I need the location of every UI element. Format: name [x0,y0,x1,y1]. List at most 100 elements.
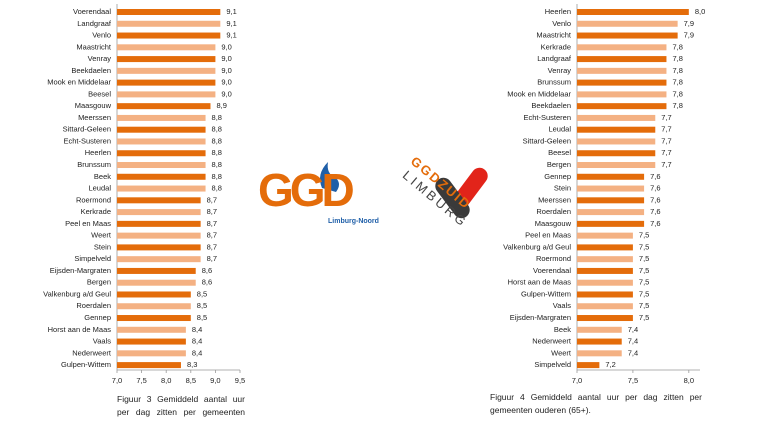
bar [117,267,196,274]
bar [577,185,645,192]
value-label: 7,5 [639,278,649,287]
value-label: 7,9 [684,19,694,28]
x-tick-label: 7,0 [572,376,582,385]
value-label: 9,0 [221,66,231,75]
value-label: 7,4 [628,325,638,334]
value-label: 7,6 [650,184,660,193]
x-tick-label: 8,5 [186,376,196,385]
value-label: 7,7 [661,160,671,169]
bar [117,326,186,333]
bar [577,91,667,98]
logo-right: GGDZUID LIMBURG [400,153,488,231]
value-label: 9,1 [226,31,236,40]
value-label: 7,7 [661,113,671,122]
bar [117,209,201,216]
value-label: 8,0 [695,7,705,16]
value-label: 8,7 [207,254,217,263]
category-label: Weert [551,348,572,357]
category-label: Maasgouw [75,101,112,110]
bar [117,56,216,63]
category-label: Mook en Middelaar [507,89,571,98]
category-label: Beek [94,172,111,181]
value-label: 8,7 [207,219,217,228]
value-label: 7,4 [628,337,638,346]
bar [117,79,216,86]
category-label: Eijsden-Margraten [510,313,571,322]
value-label: 9,0 [221,78,231,87]
bar [117,338,186,345]
logo-flame [320,162,339,192]
category-label: Beesel [548,148,571,157]
bar [117,197,201,204]
bar [577,20,678,27]
x-tick-label: 8,0 [684,376,694,385]
bar [117,232,201,239]
bar [577,279,633,286]
value-label: 8,5 [197,313,207,322]
x-tick-label: 7,5 [136,376,146,385]
value-label: 8,3 [187,360,197,369]
bar [117,185,206,192]
category-label: Eijsden-Margraten [50,266,111,275]
caption: Figuur 4 Gemiddeld aantal uur per dag zi… [490,392,702,415]
category-label: Nederweert [72,348,112,357]
value-label: 8,8 [212,172,222,181]
bar [117,362,181,369]
value-label: 9,1 [226,7,236,16]
value-label: 9,0 [221,54,231,63]
value-label: 7,6 [650,207,660,216]
bar [577,173,645,180]
value-label: 7,5 [639,301,649,310]
value-label: 7,4 [628,348,638,357]
bar [577,350,622,357]
bar [117,20,221,27]
value-label: 8,8 [212,148,222,157]
category-label: Stein [554,184,571,193]
category-label: Sittard-Geleen [63,125,111,134]
category-label: Meerssen [78,113,111,122]
category-label: Sittard-Geleen [523,136,571,145]
value-label: 8,7 [207,207,217,216]
value-label: 9,1 [226,19,236,28]
category-label: Venlo [552,19,571,28]
bar [577,303,633,310]
value-label: 7,5 [639,266,649,275]
category-label: Weert [91,231,112,240]
bar [577,197,645,204]
bar [117,126,206,133]
value-label: 8,4 [192,348,202,357]
bar [117,103,211,110]
bar [577,79,667,86]
bar [117,162,206,169]
category-label: Vaals [553,301,571,310]
category-label: Kerkrade [81,207,111,216]
bar [577,326,622,333]
caption: Figuur 3 Gemiddeld aantal uur per dag zi… [117,394,245,422]
bar [117,279,196,286]
category-label: Peel en Maas [525,231,571,240]
logo-subtext: Limburg-Noord [328,218,379,225]
value-label: 7,7 [661,125,671,134]
bar [117,32,221,39]
value-label: 8,8 [212,113,222,122]
value-label: 7,8 [672,66,682,75]
bar [577,209,645,216]
bar [117,303,191,310]
category-label: Voerendaal [533,266,571,275]
category-label: Beesel [88,89,111,98]
logo-text: GGD [258,164,354,216]
category-label: Simpelveld [74,254,111,263]
value-label: 8,8 [212,125,222,134]
value-label: 7,6 [650,195,660,204]
category-label: Leudal [548,125,571,134]
category-label: Venray [88,54,112,63]
category-label: Brunssum [77,160,111,169]
category-label: Voerendaal [73,7,111,16]
value-label: 7,5 [639,313,649,322]
category-label: Kerkrade [541,42,571,51]
value-label: 7,2 [605,360,615,369]
bar [117,220,201,227]
bar [577,244,633,251]
